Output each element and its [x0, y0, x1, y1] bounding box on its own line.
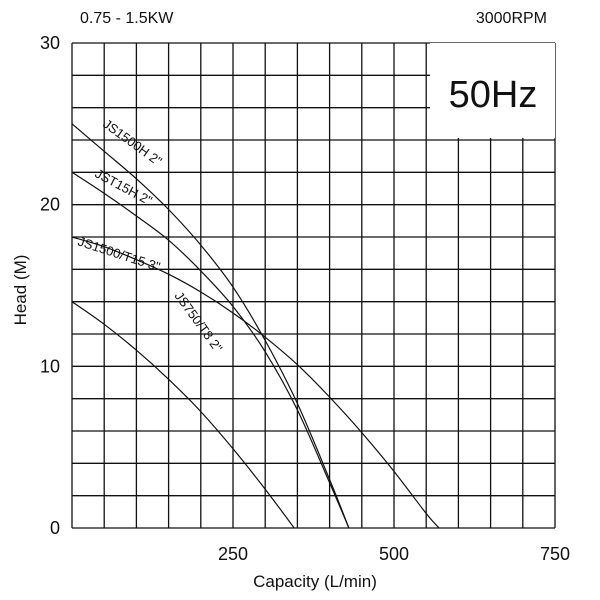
- x-axis-title: Capacity (L/min): [253, 572, 377, 591]
- curve-label-1: JS1500H 2": [100, 116, 165, 169]
- y-axis-title: Head (M): [11, 255, 30, 326]
- curve-series-2: [71, 171, 350, 529]
- curve-series-1: [71, 123, 350, 529]
- frequency-badge-box: [430, 43, 555, 138]
- frequency-badge: 50Hz: [449, 74, 538, 116]
- y-tick-label: 10: [40, 356, 60, 376]
- power-rating-label: 0.75 - 1.5KW: [80, 10, 174, 27]
- curve-label-3: JS1500/T15 3": [76, 234, 162, 275]
- curve-label-4: JS750/T8 2": [172, 289, 226, 356]
- x-tick-label: 250: [218, 544, 248, 564]
- y-tick-label: 30: [40, 33, 60, 53]
- axis-ticks: 0 10 20 30 250 500 750: [40, 33, 570, 564]
- curve-series-4: [71, 301, 295, 529]
- y-tick-label: 0: [50, 518, 60, 538]
- speed-label: 3000RPM: [476, 10, 547, 27]
- y-tick-label: 20: [40, 195, 60, 215]
- performance-curves: [71, 123, 440, 529]
- x-tick-label: 750: [540, 544, 570, 564]
- curve-series-3: [71, 236, 440, 529]
- x-tick-label: 500: [379, 544, 409, 564]
